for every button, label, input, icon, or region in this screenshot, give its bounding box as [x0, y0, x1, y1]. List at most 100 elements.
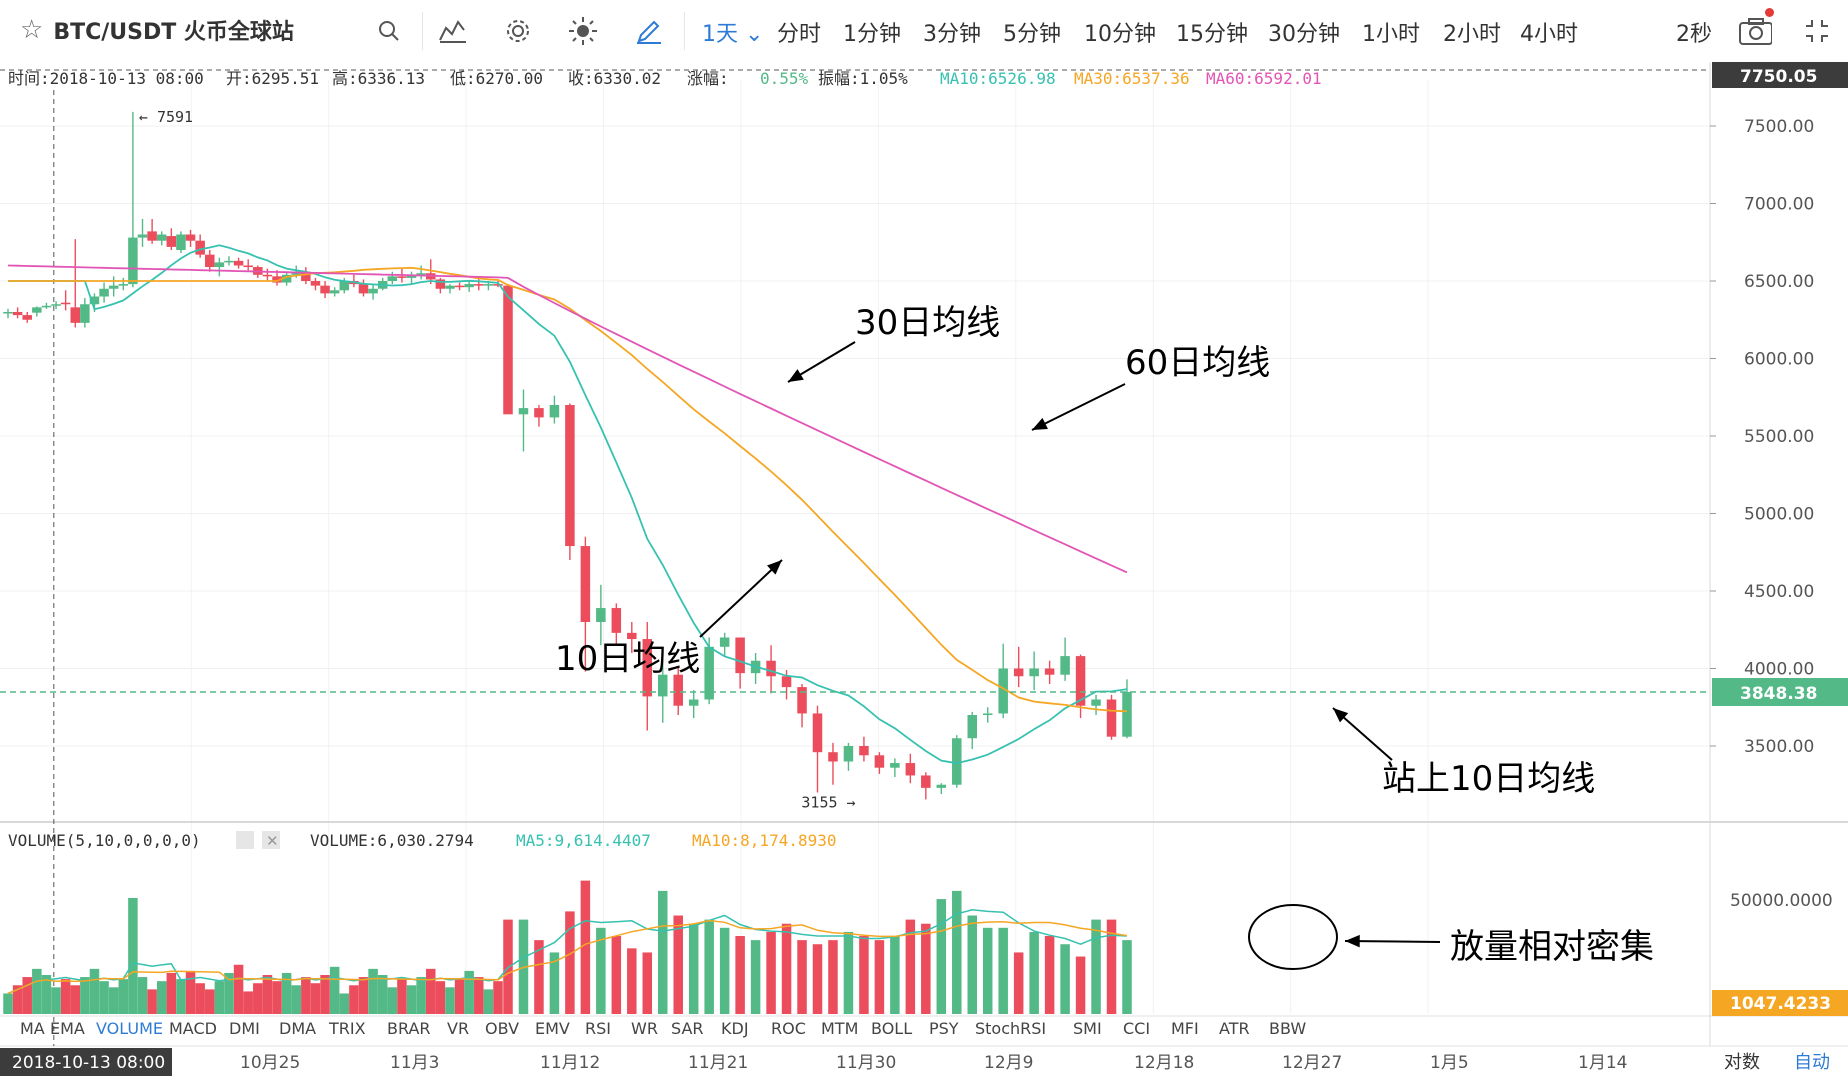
- volume-bar: [1106, 919, 1117, 1014]
- volume-bar: [493, 981, 503, 1014]
- indicator-tab-atr[interactable]: ATR: [1219, 1019, 1250, 1038]
- volume-close-icon[interactable]: [262, 831, 280, 849]
- indicator-tab-vr[interactable]: VR: [447, 1019, 469, 1038]
- candle: [224, 256, 234, 266]
- volume-bar: [406, 985, 417, 1014]
- volume-axis-label: 50000.0000: [1730, 891, 1833, 911]
- symbol-title[interactable]: ☆ BTC/USDT 火币全球站: [20, 14, 294, 46]
- indicator-tab-smi[interactable]: SMI: [1073, 1019, 1102, 1038]
- indicator-tab-trix[interactable]: TRIX: [328, 1019, 366, 1038]
- high-marker: ← 7591: [139, 108, 193, 126]
- indicator-tab-boll[interactable]: BOLL: [871, 1019, 912, 1038]
- timeframe-item-9[interactable]: 2小时: [1443, 22, 1501, 47]
- candle-body: [41, 305, 52, 308]
- candle: [60, 290, 71, 311]
- favorite-star-icon[interactable]: ☆: [20, 15, 44, 45]
- candle-body: [176, 234, 186, 250]
- timeframe-item-8[interactable]: 1小时: [1362, 22, 1420, 47]
- candle: [797, 684, 807, 728]
- candle-body: [658, 674, 668, 697]
- kline-chart[interactable]: 7500.00 7000.00 6500.00 6000.00 5500.00 5000.…: [0, 62, 1848, 1076]
- indicator-tab-stochrsi[interactable]: StochRSI: [975, 1019, 1046, 1038]
- volume-bar: [128, 897, 138, 1014]
- timeframe-item-4[interactable]: 5分钟: [1003, 22, 1061, 47]
- volume-settings-icon[interactable]: [236, 831, 254, 849]
- indicator-tab-dmi[interactable]: DMI: [229, 1019, 260, 1038]
- last-price-badge: [1712, 678, 1848, 707]
- candle: [503, 284, 513, 415]
- scale-auto-toggle[interactable]: 自动: [1794, 1052, 1830, 1073]
- indicator-tab-cci[interactable]: CCI: [1123, 1019, 1150, 1038]
- search-icon[interactable]: [372, 14, 406, 48]
- price-axis-label: 7000.00: [1744, 195, 1814, 215]
- date-axis-label: 11月3: [390, 1053, 439, 1073]
- candle: [176, 231, 186, 254]
- volume-bar: [80, 977, 90, 1014]
- timeframe-item-3[interactable]: 3分钟: [923, 22, 981, 47]
- volume-bar: [397, 979, 407, 1014]
- pencil-draw-icon[interactable]: [632, 14, 666, 48]
- candle-body: [828, 752, 838, 762]
- header-close: 收:6330.02: [568, 69, 661, 88]
- annotation-ma10-arrow-head: [766, 560, 782, 575]
- candle-body: [565, 405, 575, 547]
- candle: [627, 622, 637, 653]
- timeframe-item-1[interactable]: 分时: [777, 22, 822, 47]
- candle: [387, 271, 398, 285]
- indicator-tab-emv[interactable]: EMV: [535, 1019, 570, 1038]
- cursor-date-label: 2018-10-13 08:00: [12, 1053, 165, 1073]
- indicator-tab-kdj[interactable]: KDJ: [721, 1019, 749, 1038]
- theme-sun-icon[interactable]: [566, 14, 600, 48]
- indicator-tab-mfi[interactable]: MFI: [1171, 1019, 1199, 1038]
- scale-log-toggle[interactable]: 对数: [1724, 1052, 1760, 1073]
- volume-bar: [137, 977, 148, 1014]
- candle: [12, 307, 23, 319]
- indicator-tab-psy[interactable]: PSY: [929, 1019, 959, 1038]
- ma60-line: [7, 264, 1128, 574]
- indicator-tab-macd[interactable]: MACD: [169, 1019, 217, 1038]
- candle-body: [890, 763, 900, 768]
- timeframe-1d[interactable]: 1天 ⌄: [702, 22, 764, 47]
- timeframe-item-5[interactable]: 10分钟: [1084, 22, 1156, 47]
- candle: [766, 645, 776, 694]
- candle-body: [22, 315, 32, 320]
- volume-bar: [905, 919, 916, 1014]
- candle-body: [534, 408, 544, 418]
- volume-bar: [425, 968, 436, 1014]
- candle-body: [580, 546, 591, 622]
- indicator-tab-wr[interactable]: WR: [631, 1019, 658, 1038]
- indicator-tab-dma[interactable]: DMA: [279, 1019, 316, 1038]
- timeframe-item-2[interactable]: 1分钟: [843, 22, 901, 47]
- gear-icon[interactable]: [501, 14, 535, 48]
- annotation-ma60-arrow-head: [1032, 417, 1048, 430]
- candle-body: [32, 307, 42, 313]
- timeframe-item-6[interactable]: 15分钟: [1176, 22, 1248, 47]
- candle: [156, 231, 167, 246]
- candle-body: [1122, 692, 1132, 737]
- timeframe-item-10[interactable]: 4小时: [1520, 22, 1578, 47]
- volume-bar: [89, 968, 100, 1014]
- indicator-tab-brar[interactable]: BRAR: [387, 1019, 431, 1038]
- indicator-tab-rsi[interactable]: RSI: [585, 1019, 611, 1038]
- candle-body: [128, 237, 138, 285]
- annotation-volume-circle: [1248, 904, 1338, 970]
- indicator-icon[interactable]: [436, 14, 470, 48]
- candle-body: [262, 274, 273, 277]
- indicator-tab-bbw[interactable]: BBW: [1269, 1019, 1306, 1038]
- indicator-tab-roc[interactable]: ROC: [771, 1019, 806, 1038]
- candle: [32, 306, 42, 317]
- indicator-tab-ma[interactable]: MA: [20, 1019, 45, 1038]
- indicator-tab-obv[interactable]: OBV: [485, 1019, 519, 1038]
- indicator-tab-mtm[interactable]: MTM: [821, 1019, 858, 1038]
- refresh-interval[interactable]: 2秒: [1676, 22, 1712, 47]
- fullscreen-icon[interactable]: [1800, 14, 1834, 48]
- candle: [70, 239, 81, 328]
- indicator-tab-ema[interactable]: EMA: [50, 1019, 85, 1038]
- indicator-tab-sar[interactable]: SAR: [671, 1019, 704, 1038]
- camera-icon[interactable]: [1738, 8, 1774, 48]
- candle-body: [936, 784, 947, 788]
- candle: [921, 772, 931, 800]
- volume-bar: [214, 981, 225, 1014]
- indicator-tab-volume[interactable]: VOLUME: [96, 1019, 163, 1038]
- timeframe-item-7[interactable]: 30分钟: [1268, 22, 1340, 47]
